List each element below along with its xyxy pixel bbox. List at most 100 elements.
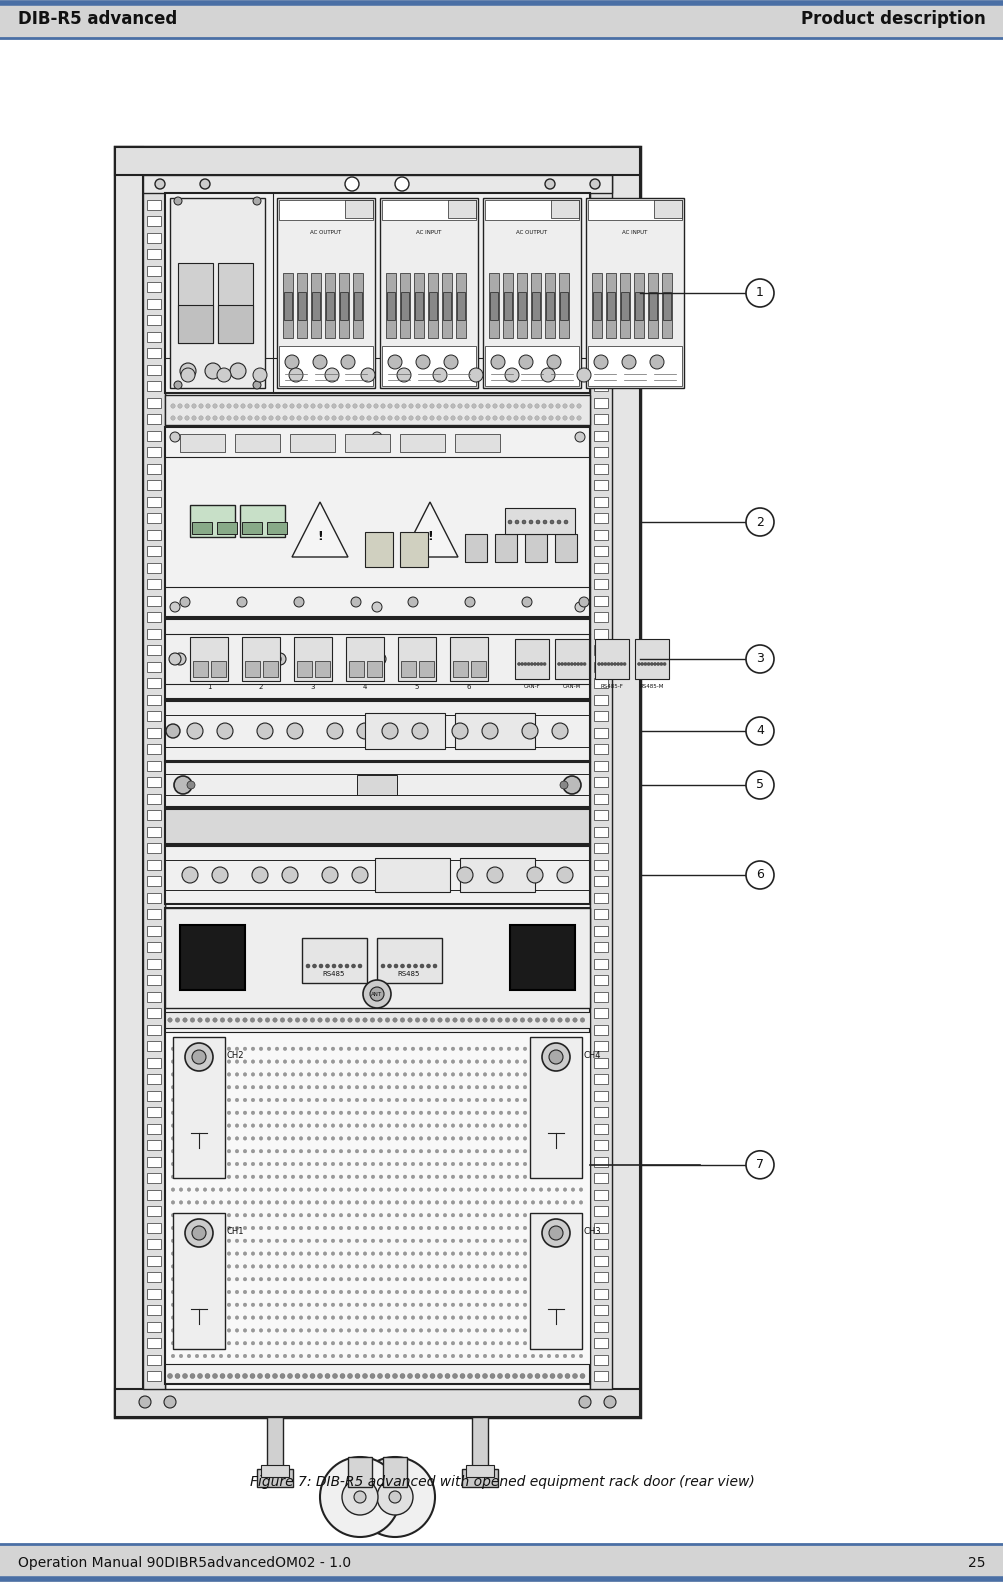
Circle shape xyxy=(291,1264,295,1269)
Circle shape xyxy=(515,1163,519,1166)
Circle shape xyxy=(243,1201,247,1204)
Circle shape xyxy=(362,1017,367,1022)
Circle shape xyxy=(323,1239,326,1242)
Circle shape xyxy=(555,1329,559,1332)
Circle shape xyxy=(442,1047,446,1050)
Bar xyxy=(164,701,590,761)
Bar xyxy=(594,1321,608,1332)
Circle shape xyxy=(507,1098,511,1101)
Circle shape xyxy=(211,1098,215,1101)
Circle shape xyxy=(524,663,527,666)
Circle shape xyxy=(521,403,525,408)
Bar xyxy=(345,433,389,452)
Circle shape xyxy=(571,1150,575,1153)
Circle shape xyxy=(275,1073,279,1076)
Bar xyxy=(530,1213,582,1349)
Circle shape xyxy=(299,1098,303,1101)
Circle shape xyxy=(371,1111,374,1115)
Circle shape xyxy=(355,1457,434,1538)
Circle shape xyxy=(523,1047,527,1050)
Circle shape xyxy=(195,1354,199,1357)
Circle shape xyxy=(387,1047,390,1050)
Bar xyxy=(146,1205,160,1217)
Circle shape xyxy=(411,1073,414,1076)
Circle shape xyxy=(380,963,384,968)
Text: RS485-F: RS485-F xyxy=(600,685,623,690)
Circle shape xyxy=(434,1264,438,1269)
Circle shape xyxy=(251,1201,255,1204)
Circle shape xyxy=(563,1188,567,1191)
Circle shape xyxy=(555,1175,559,1179)
Circle shape xyxy=(243,1304,247,1307)
Circle shape xyxy=(355,1188,358,1191)
Bar xyxy=(634,639,668,679)
Circle shape xyxy=(203,1277,207,1281)
Circle shape xyxy=(237,596,247,607)
Bar xyxy=(594,744,608,755)
Circle shape xyxy=(355,1304,358,1307)
Bar xyxy=(594,628,608,639)
Bar xyxy=(315,661,330,677)
Bar xyxy=(146,1172,160,1183)
Circle shape xyxy=(172,1098,175,1101)
Circle shape xyxy=(522,596,532,607)
Circle shape xyxy=(450,1329,454,1332)
Circle shape xyxy=(267,1329,271,1332)
Circle shape xyxy=(539,1277,543,1281)
Circle shape xyxy=(387,1354,390,1357)
Circle shape xyxy=(403,1329,406,1332)
Circle shape xyxy=(323,1073,326,1076)
Circle shape xyxy=(315,1098,319,1101)
Bar xyxy=(164,176,590,1389)
Circle shape xyxy=(371,1073,374,1076)
Circle shape xyxy=(471,403,475,408)
Circle shape xyxy=(450,1136,454,1141)
Circle shape xyxy=(419,1354,422,1357)
Circle shape xyxy=(457,403,461,408)
Bar xyxy=(146,728,160,737)
Circle shape xyxy=(531,1098,535,1101)
Circle shape xyxy=(403,1060,406,1063)
Circle shape xyxy=(498,1060,503,1063)
Circle shape xyxy=(531,1239,535,1242)
Circle shape xyxy=(474,1329,478,1332)
Circle shape xyxy=(339,1098,342,1101)
Circle shape xyxy=(539,1060,543,1063)
Circle shape xyxy=(323,1329,326,1332)
Circle shape xyxy=(531,1123,535,1128)
Circle shape xyxy=(563,416,567,421)
Bar xyxy=(606,274,616,339)
Circle shape xyxy=(452,1017,456,1022)
Circle shape xyxy=(508,520,512,524)
Bar xyxy=(594,1372,608,1381)
Bar xyxy=(146,233,160,242)
Bar xyxy=(594,563,608,573)
Circle shape xyxy=(490,1251,494,1256)
Circle shape xyxy=(259,1163,263,1166)
Circle shape xyxy=(251,1150,255,1153)
Circle shape xyxy=(474,1373,479,1378)
Circle shape xyxy=(515,1277,519,1281)
Circle shape xyxy=(219,1354,223,1357)
Circle shape xyxy=(426,1163,430,1166)
Circle shape xyxy=(219,1085,223,1088)
Circle shape xyxy=(393,963,397,968)
Circle shape xyxy=(267,1175,271,1179)
Circle shape xyxy=(206,416,210,421)
Circle shape xyxy=(331,1239,334,1242)
Bar xyxy=(146,975,160,986)
Circle shape xyxy=(315,1111,319,1115)
Circle shape xyxy=(419,963,423,968)
Circle shape xyxy=(528,1017,532,1022)
Bar xyxy=(164,846,590,903)
Circle shape xyxy=(227,1264,231,1269)
Bar xyxy=(662,293,670,320)
Circle shape xyxy=(331,1073,334,1076)
Circle shape xyxy=(467,913,472,919)
Circle shape xyxy=(227,1060,231,1063)
Circle shape xyxy=(407,1017,412,1022)
Circle shape xyxy=(507,1111,511,1115)
Bar xyxy=(146,1041,160,1050)
Circle shape xyxy=(275,1060,279,1063)
Circle shape xyxy=(291,1304,295,1307)
